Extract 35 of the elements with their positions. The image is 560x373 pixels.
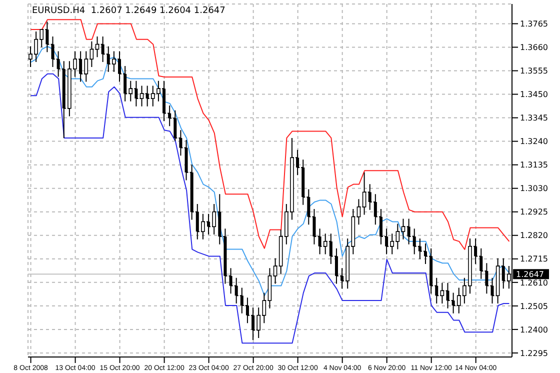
y-tick-label: 1.3030: [520, 184, 548, 194]
y-tick-label: 1.2715: [520, 254, 548, 264]
y-tick-label: 1.2295: [520, 348, 548, 358]
line-series: [30, 19, 510, 250]
candlestick: [46, 21, 49, 53]
line-series: [30, 46, 510, 296]
y-tick-label: 1.3660: [520, 43, 548, 52]
y-tick-label: 1.2400: [520, 325, 548, 334]
chart-title: EURUSD.H4 1.2607 1.2649 1.2604 1.2647: [32, 6, 226, 16]
candlestick: [452, 292, 455, 314]
ref-line-label: 1.2647: [516, 270, 544, 280]
candlestick: [229, 268, 232, 294]
candlestick: [224, 228, 227, 284]
y-tick-label: 1.3555: [520, 66, 548, 76]
y-tick-label: 1.2610: [520, 278, 548, 288]
y-tick-label: 1.3240: [520, 137, 548, 146]
candlestick: [318, 228, 322, 255]
candlestick: [146, 85, 149, 107]
line-series: [30, 73, 510, 344]
y-tick-label: 1.3765: [520, 20, 548, 29]
candlestick: [179, 130, 182, 156]
y-tick-label: 1.2505: [520, 302, 548, 311]
candlestick: [312, 208, 316, 245]
candlestick: [134, 80, 138, 107]
y-tick-label: 1.3450: [520, 90, 548, 100]
candlestick: [101, 36, 104, 63]
candlestick: [51, 36, 54, 68]
y-tick-label: 1.3135: [520, 160, 548, 170]
y-tick-label: 1.2925: [520, 208, 548, 217]
candlestick: [407, 218, 410, 245]
candlestick: [446, 282, 450, 309]
y-tick-label: 1.2820: [520, 231, 548, 240]
candlestick: [490, 277, 494, 304]
candlestick: [184, 139, 188, 181]
y-tick-label: 1.3345: [520, 114, 548, 123]
